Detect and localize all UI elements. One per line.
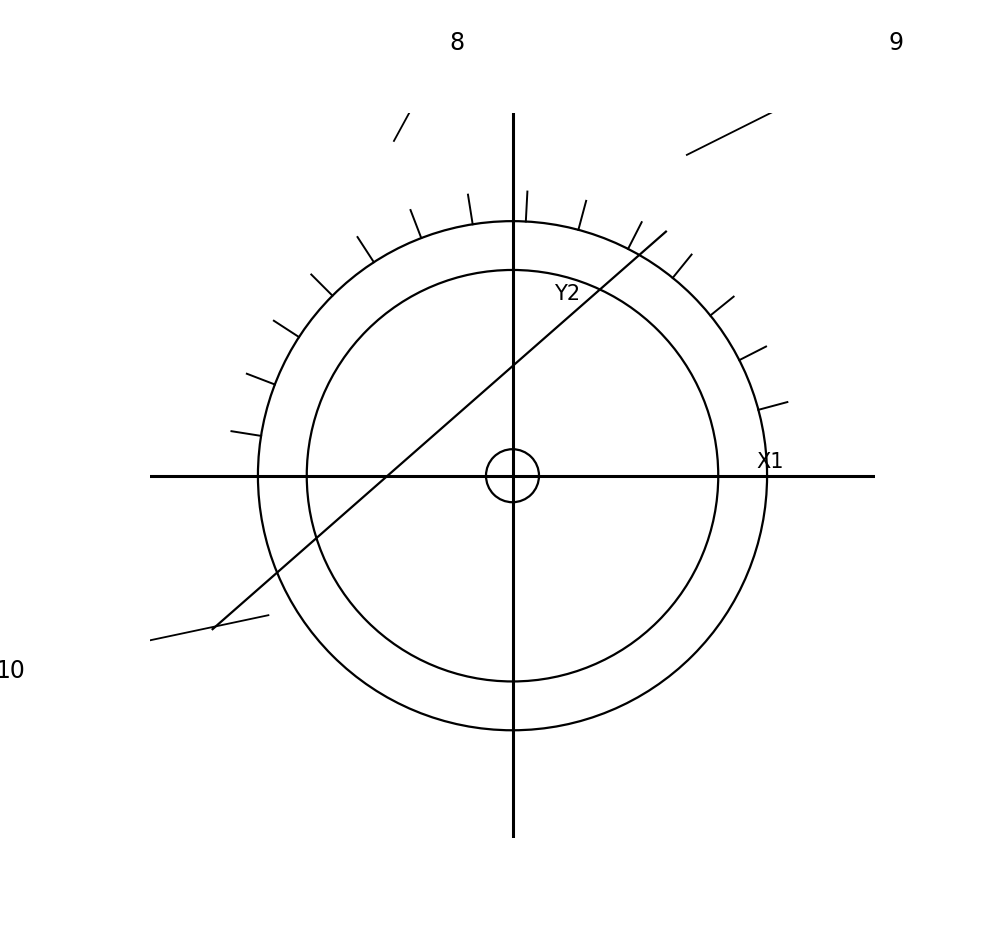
Text: 8: 8 [449, 31, 464, 56]
Bar [990, 457, 1000, 495]
Text: 10: 10 [0, 659, 25, 683]
Text: X1: X1 [757, 452, 784, 472]
Text: 9: 9 [889, 31, 904, 56]
Text: Y2: Y2 [554, 284, 580, 304]
